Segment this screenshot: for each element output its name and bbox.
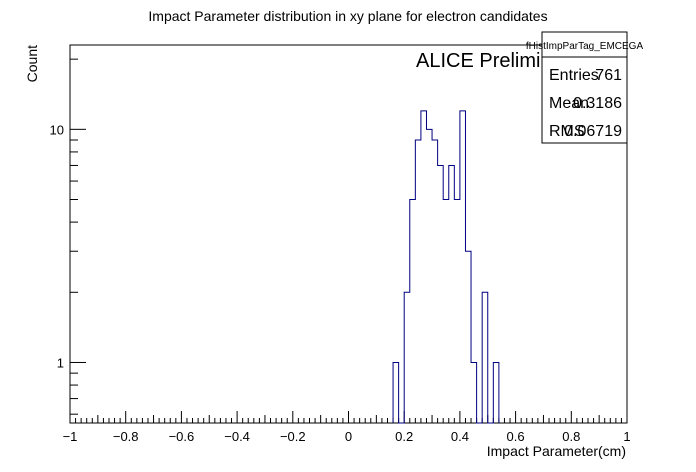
x-tick-label: 0.2 — [395, 429, 413, 444]
histogram-bin — [393, 362, 399, 423]
x-tick-label: −0.6 — [169, 429, 195, 444]
chart-title: Impact Parameter distribution in xy plan… — [148, 8, 547, 24]
histogram-bin — [454, 200, 460, 423]
histogram-bin — [482, 292, 488, 423]
alice-preliminary-label: ALICE Preliminary — [416, 50, 579, 72]
x-tick-label: 0.8 — [562, 429, 580, 444]
x-tick-label: −0.2 — [280, 429, 306, 444]
y-tick-label: 1 — [57, 355, 64, 370]
histogram-bin — [471, 362, 477, 423]
x-axis-label: Impact Parameter(cm) — [487, 443, 626, 459]
histogram-bin — [460, 111, 466, 423]
histogram-outline — [392, 110, 500, 424]
x-tick-label: −1 — [63, 429, 78, 444]
x-tick-label: 0 — [345, 429, 352, 444]
y-tick-label: 10 — [50, 122, 64, 137]
stats-mean-value: 0.3186 — [573, 95, 622, 112]
histogram-bin — [438, 165, 444, 423]
stats-rms-label: RMS — [549, 123, 585, 140]
x-tick-label: −0.4 — [224, 429, 250, 444]
histogram-bin — [404, 292, 410, 423]
stats-box: fHistImpParTag_EMCEGA Entries 761 Mean 0… — [526, 31, 644, 144]
x-tick-label: 1 — [623, 429, 630, 444]
stats-box-frame — [541, 31, 628, 144]
y-axis-ticks: 1 10 — [50, 58, 86, 415]
histogram-bin — [432, 140, 438, 423]
y-axis-label: Count — [24, 45, 40, 82]
histogram-bin — [415, 140, 421, 423]
stats-entries-value: 761 — [595, 67, 622, 84]
histogram-bin — [426, 129, 432, 423]
histogram-series — [392, 110, 500, 424]
histogram-bin — [465, 251, 471, 423]
stats-box-name: fHistImpParTag_EMCEGA — [526, 41, 644, 52]
stats-mean-label: Mean — [549, 95, 589, 112]
stats-rms-value: 0.06719 — [564, 123, 622, 140]
histogram-bin — [421, 111, 427, 423]
histogram-bin — [443, 200, 449, 423]
x-tick-label: 0.4 — [451, 429, 469, 444]
x-axis-ticks: −1 −0.8 −0.6 −0.4 −0.2 0 0.2 0.4 0.6 0.8 1 — [63, 411, 631, 444]
x-tick-label: 0.6 — [507, 429, 525, 444]
x-tick-label: −0.8 — [113, 429, 139, 444]
stats-entries-label: Entries — [549, 67, 599, 84]
histogram-bin — [493, 362, 499, 423]
histogram-bin — [449, 165, 455, 423]
histogram-bin — [410, 200, 416, 423]
